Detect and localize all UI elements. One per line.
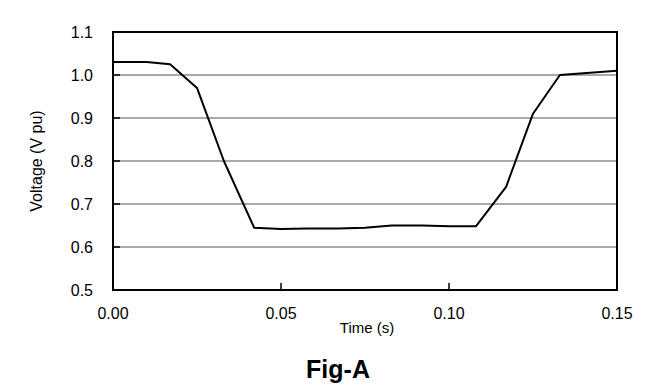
y-tick [113,74,120,76]
y-tick-label: 0.8 [71,153,93,170]
x-tick-label: 0.10 [433,305,464,322]
y-tick-label: 0.5 [71,282,93,299]
y-tick [113,117,120,119]
x-tick-label: 0.00 [97,305,128,322]
series-line [113,62,617,229]
y-tick [113,160,120,162]
series-group [113,62,617,229]
y-tick [113,203,120,205]
x-tick [280,283,282,290]
y-tick-label: 1.0 [71,67,93,84]
y-tick [113,246,120,248]
y-tick-label: 0.9 [71,110,93,127]
y-tick-label: 0.7 [71,196,93,213]
plot-frame [113,32,617,290]
x-tick-label: 0.05 [265,305,296,322]
y-tick-label: 0.6 [71,239,93,256]
x-tick-label: 0.15 [601,305,632,322]
x-tick [448,283,450,290]
grid-line [113,75,617,76]
grid-line [113,118,617,119]
grid-line [113,247,617,248]
y-tick-label: 1.1 [71,24,93,41]
grid-line [113,204,617,205]
grid-line [113,161,617,162]
x-axis-label: Time (s) [340,319,394,336]
chart: 0.5 0.6 0.7 0.8 0.9 1.0 1.1 0.00 0.05 0.10 0.15 Tim… [0,0,655,392]
y-axis-label: Voltage (V pu) [28,110,45,211]
title: Fig-A [306,355,370,383]
